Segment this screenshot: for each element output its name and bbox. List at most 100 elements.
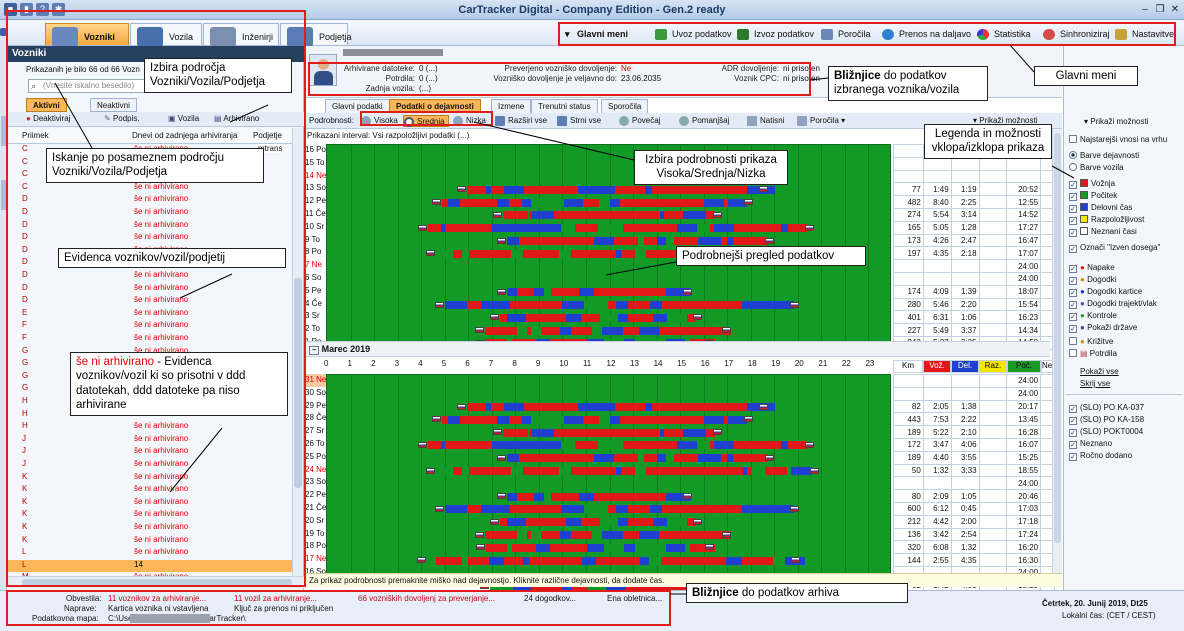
activity-segment[interactable] — [690, 403, 702, 411]
activity-segment[interactable] — [550, 288, 555, 297]
activity-segment[interactable] — [571, 467, 595, 475]
activity-segment[interactable] — [526, 531, 531, 539]
activity-segment[interactable] — [729, 467, 744, 475]
activity-segment[interactable] — [584, 505, 609, 514]
activity-segment[interactable] — [509, 198, 523, 207]
tab-neaktivni[interactable]: Neaktivni — [90, 98, 137, 112]
activity-segment[interactable] — [505, 326, 517, 335]
activity-segment[interactable] — [537, 441, 562, 450]
activity-segment[interactable] — [433, 441, 442, 450]
activity-segment[interactable] — [489, 301, 498, 309]
activity-segment[interactable] — [462, 556, 469, 565]
activity-segment[interactable] — [522, 505, 526, 514]
activity-segment[interactable] — [667, 518, 688, 527]
activity-segment[interactable] — [728, 505, 734, 514]
activity-segment[interactable] — [598, 415, 611, 424]
activity-segment[interactable] — [490, 543, 497, 552]
activity-segment[interactable] — [525, 505, 545, 514]
activity-segment[interactable] — [452, 467, 463, 475]
activity-segment[interactable] — [647, 237, 658, 245]
event-option-6[interactable]: ✓ ● Pokaži države — [1069, 322, 1137, 334]
activity-segment[interactable] — [726, 454, 734, 463]
activity-segment[interactable] — [544, 505, 549, 514]
activity-segment[interactable] — [529, 454, 552, 463]
activity-segment[interactable] — [653, 518, 668, 527]
restore-icon[interactable]: ❐ — [1155, 4, 1165, 15]
activity-segment[interactable] — [698, 505, 716, 514]
activity-segment[interactable] — [733, 237, 758, 245]
activity-segment[interactable] — [612, 556, 625, 565]
activity-segment[interactable] — [614, 185, 628, 194]
certificates-checkbox[interactable]: ▤ Potrdila — [1069, 348, 1117, 360]
vertical-scrollbar[interactable] — [292, 128, 303, 578]
activity-segment[interactable] — [565, 288, 580, 297]
activity-segment[interactable] — [532, 428, 554, 437]
activity-segment[interactable] — [672, 531, 685, 539]
horizontal-scrollbar[interactable] — [8, 576, 304, 588]
quick-access-icon[interactable]: ▮ — [20, 3, 33, 16]
activity-segment[interactable] — [503, 185, 524, 194]
activity-segment[interactable] — [456, 224, 480, 233]
activity-segment[interactable] — [644, 288, 666, 297]
activity-segment[interactable] — [484, 249, 496, 258]
activity-segment[interactable] — [506, 543, 513, 552]
activity-segment[interactable] — [500, 313, 507, 322]
activity-segment[interactable] — [637, 454, 644, 463]
activity-segment[interactable] — [687, 313, 696, 322]
activity-segment[interactable] — [752, 467, 765, 475]
activity-segment[interactable] — [503, 403, 524, 411]
activity-segment[interactable] — [507, 288, 518, 297]
activity-segment[interactable] — [666, 543, 685, 552]
activity-segment[interactable] — [616, 505, 629, 514]
activity-segment[interactable] — [436, 249, 453, 258]
activity-segment[interactable] — [495, 249, 512, 258]
left-dock-strip[interactable] — [0, 20, 7, 610]
activity-segment[interactable] — [704, 326, 711, 335]
activity-segment[interactable] — [747, 185, 756, 194]
activity-segment[interactable] — [637, 237, 644, 245]
legend-item-5[interactable]: ✓ Neznani časi — [1069, 226, 1137, 238]
activity-segment[interactable] — [684, 326, 696, 335]
activity-segment[interactable] — [561, 505, 566, 514]
licenses-to-check-link[interactable]: 66 vozniških dovoljenj za preverjanje... — [358, 594, 495, 603]
collapse-icon[interactable]: − — [309, 346, 320, 355]
activity-segment[interactable] — [544, 492, 551, 501]
activity-segment[interactable] — [481, 505, 490, 514]
tab-inzenirji[interactable]: Inženirji — [203, 23, 279, 47]
activity-segment[interactable] — [506, 518, 527, 527]
activity-segment[interactable] — [611, 288, 623, 297]
activity-segment[interactable] — [653, 313, 668, 322]
activity-segment[interactable] — [441, 556, 463, 565]
activity-segment[interactable] — [601, 326, 623, 335]
activity-segment[interactable] — [506, 454, 519, 463]
activity-segment[interactable] — [696, 441, 710, 450]
activity-segment[interactable] — [598, 198, 611, 207]
activity-segment[interactable] — [645, 467, 663, 475]
collapse-all-button[interactable]: Strni vse — [557, 115, 601, 127]
list-item[interactable]: Mše ni arhivirano — [8, 572, 293, 576]
activity-segment[interactable] — [548, 301, 562, 309]
activity-segment[interactable] — [517, 288, 535, 297]
activity-segment[interactable] — [522, 301, 526, 309]
show-options-toggle[interactable]: ▾ Prikaži možnosti — [1084, 117, 1149, 126]
crossings-checkbox[interactable]: ● Križitve — [1069, 336, 1113, 348]
activity-segment[interactable] — [662, 249, 667, 258]
activity-segment[interactable] — [659, 531, 673, 539]
activity-segment[interactable] — [479, 224, 493, 233]
activity-segment[interactable] — [428, 441, 434, 450]
activity-segment[interactable] — [772, 556, 785, 565]
activity-segment[interactable] — [613, 237, 626, 245]
activity-segment[interactable] — [561, 224, 576, 233]
activity-segment[interactable] — [684, 543, 691, 552]
legend-item-1[interactable]: ✓ Vožnja — [1069, 178, 1115, 190]
activity-segment[interactable] — [557, 237, 571, 245]
activity-segment[interactable] — [619, 415, 631, 424]
activity-segment[interactable] — [714, 441, 728, 450]
activity-segment[interactable] — [497, 301, 511, 309]
